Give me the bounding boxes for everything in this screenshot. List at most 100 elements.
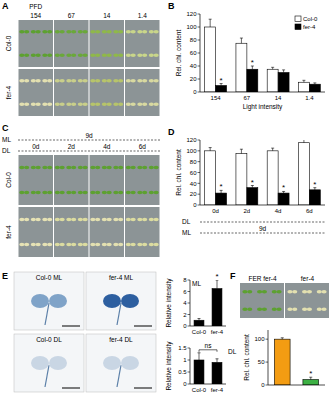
error-bar — [198, 319, 201, 321]
seedling — [126, 191, 131, 195]
tick-label: 0d — [212, 208, 219, 214]
seedling — [24, 53, 29, 57]
seedling-leaf — [31, 356, 49, 370]
tick — [198, 194, 201, 195]
x-axis — [200, 92, 325, 93]
x-axis — [268, 385, 325, 386]
seedling — [113, 218, 118, 222]
annotation: ML — [192, 280, 201, 287]
seedling — [47, 243, 52, 247]
seedling — [78, 30, 83, 34]
seedling — [154, 191, 159, 195]
seedling — [149, 218, 154, 222]
caption: fer-4 — [301, 275, 315, 282]
seedling — [31, 53, 36, 57]
caption: fer-4 ML — [109, 274, 134, 281]
tick — [198, 140, 201, 141]
seedling — [24, 102, 29, 106]
bar — [309, 84, 320, 92]
photo-cell — [125, 155, 160, 205]
seedling — [113, 30, 118, 34]
error-stem — [210, 19, 211, 27]
seedling — [107, 102, 112, 106]
seedling — [107, 218, 112, 222]
axis-title: Rel. chl. content — [175, 30, 182, 77]
seedling — [107, 53, 112, 57]
seedling — [142, 218, 147, 222]
caption: Col-0 ML — [36, 274, 63, 281]
seedling — [90, 30, 95, 34]
seedling — [126, 79, 131, 83]
panel-letter: B — [168, 1, 175, 11]
seedling — [71, 243, 76, 247]
dashed-rule — [200, 233, 325, 234]
seedling — [19, 53, 24, 57]
error-bar — [282, 70, 285, 73]
bracket — [199, 350, 217, 352]
seedling — [71, 166, 76, 170]
error-bar — [271, 148, 274, 151]
bar — [298, 143, 309, 205]
error-cap — [271, 148, 274, 149]
error-stem — [199, 319, 200, 321]
seedling-leaf — [31, 294, 49, 308]
significance: * — [309, 369, 312, 378]
seedling — [154, 53, 159, 57]
seedling — [71, 30, 76, 34]
seedling — [36, 79, 41, 83]
seedling — [102, 218, 107, 222]
seedling — [137, 30, 142, 34]
seedling — [19, 218, 24, 222]
axis-title: Light intensity — [243, 103, 283, 111]
tick-label: 80 — [190, 37, 197, 43]
tick — [188, 303, 191, 304]
photo-cell — [125, 207, 160, 257]
legend-label: fer-4 — [303, 24, 316, 30]
seedling — [19, 243, 24, 247]
seedling — [118, 79, 123, 83]
seedling — [118, 218, 123, 222]
seedling — [126, 30, 131, 34]
row-label: Col-0 — [5, 172, 12, 188]
panel-letter: F — [230, 271, 236, 281]
tick-label: 0 — [183, 381, 187, 387]
seedling — [24, 79, 29, 83]
seedling — [83, 191, 88, 195]
seedling — [272, 290, 277, 294]
y-axis — [190, 348, 191, 384]
tick-label: 67 — [244, 95, 251, 101]
scale-bar — [62, 388, 80, 389]
seedling — [307, 290, 312, 294]
bar — [278, 193, 289, 205]
seedling — [90, 53, 95, 57]
error-bar — [271, 67, 274, 69]
bar — [298, 82, 309, 92]
column-label: 67 — [68, 12, 76, 19]
tick-label: 60 — [190, 170, 197, 176]
seedling — [317, 290, 322, 294]
bar — [236, 154, 247, 205]
tick — [188, 280, 191, 281]
seedling — [71, 53, 76, 57]
chart: 050100Rel. chl. content* — [243, 330, 325, 388]
seedling — [95, 218, 100, 222]
seedling — [107, 79, 112, 83]
seedling — [47, 53, 52, 57]
error-bar — [313, 83, 316, 84]
significance: * — [215, 272, 218, 281]
tick-label: 0.5 — [178, 369, 187, 375]
panel-letter: C — [2, 123, 9, 133]
tick-label: 0 — [183, 323, 187, 329]
seedling — [60, 218, 65, 222]
seedling — [272, 307, 277, 311]
annotation: DL — [228, 348, 237, 355]
seedling — [154, 30, 159, 34]
error-stem — [217, 280, 218, 289]
header: PFD — [29, 3, 42, 10]
seedling — [302, 307, 307, 311]
chart: 02468Relative intensity*Col-0fer-4ML — [165, 272, 226, 335]
row-label: ML — [182, 229, 191, 236]
seedling — [19, 102, 24, 106]
seedling — [24, 218, 29, 222]
seedling — [257, 307, 262, 311]
